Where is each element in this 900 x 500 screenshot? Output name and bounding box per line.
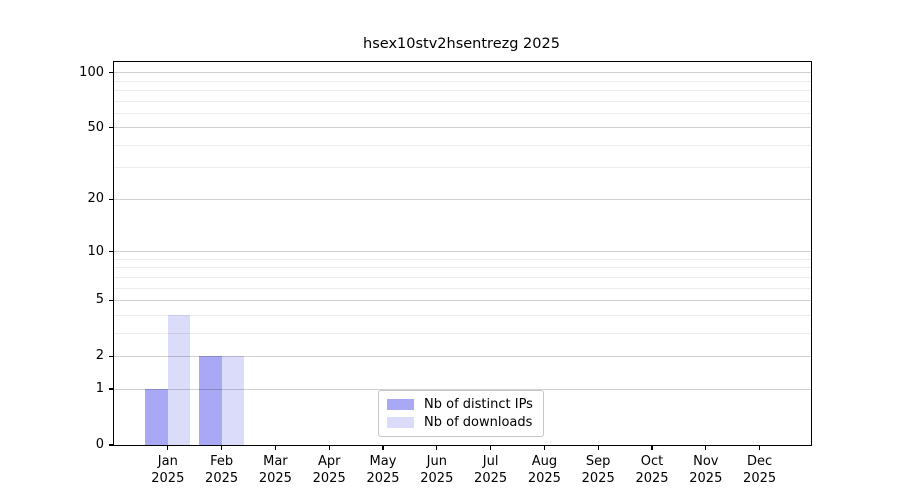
x-axis-tick — [543, 446, 545, 450]
bar-distinct-ips — [199, 356, 222, 445]
plot-area: 0 1 2 5 10 20 50 100 Jan 2025 Feb 2025 Mar 2025 Apr 202… — [79, 61, 812, 486]
x-axis-tick — [436, 446, 438, 450]
gridline-minor — [114, 267, 811, 269]
chart-title: hsex10stv2hsentrezg 2025 — [363, 36, 560, 52]
gridline-minor — [114, 90, 811, 91]
gridline-minor — [114, 332, 811, 334]
x-tick-label: Oct 2025 — [635, 454, 669, 486]
x-axis-tick — [221, 446, 223, 450]
y-tick-label: 20 — [87, 191, 104, 207]
x-tick-label: Dec 2025 — [743, 454, 777, 486]
y-tick-label: 1 — [95, 381, 104, 397]
gridline-minor — [114, 276, 811, 278]
x-tick-label: Aug 2025 — [527, 454, 561, 486]
gridline-minor — [114, 287, 811, 289]
y-tick-label: 5 — [95, 292, 104, 308]
legend-swatch-downloads — [387, 417, 414, 428]
x-tick-label: Sep 2025 — [581, 454, 615, 486]
x-axis-tick — [597, 446, 599, 450]
x-tick-label: Feb 2025 — [205, 454, 239, 486]
x-axis-tick — [167, 446, 169, 450]
legend-label-distinct-ips: Nb of distinct IPs — [424, 396, 533, 412]
legend-swatch-distinct-ips — [387, 399, 414, 410]
x-axis-tick — [651, 446, 653, 450]
legend-entry-distinct-ips: Nb of distinct IPs — [387, 396, 535, 412]
y-tick-label: 50 — [87, 119, 104, 135]
y-axis-tick — [109, 444, 113, 446]
y-tick-label: 10 — [87, 243, 104, 259]
x-tick-label: Mar 2025 — [258, 454, 292, 486]
gridline-minor — [114, 167, 811, 169]
x-tick-label: Jan 2025 — [151, 454, 185, 486]
y-tick-label: 0 — [95, 437, 104, 452]
gridline-minor — [114, 314, 811, 316]
y-axis-tick — [109, 127, 113, 129]
gridline-major — [114, 388, 811, 390]
bar-downloads — [221, 356, 244, 445]
gridline-major — [114, 72, 811, 74]
gridline-major — [114, 198, 811, 200]
legend-entry-downloads: Nb of downloads — [387, 414, 535, 430]
gridline-major — [114, 299, 811, 301]
x-axis-tick — [382, 446, 384, 450]
y-axis-tick — [109, 299, 113, 302]
gridline-major — [114, 251, 811, 253]
gridline-minor — [114, 100, 811, 102]
x-axis-tick — [490, 446, 492, 450]
gridline-minor — [114, 144, 811, 146]
y-axis-tick — [109, 250, 113, 253]
y-tick-label: 2 — [95, 348, 104, 364]
gridline-minor — [114, 112, 811, 114]
bar-distinct-ips — [145, 389, 168, 445]
y-axis-tick — [109, 72, 113, 74]
gridline-minor — [114, 258, 811, 260]
gridline-minor — [114, 80, 811, 82]
legend: Nb of distinct IPs Nb of downloads — [378, 390, 544, 437]
x-tick-label: Apr 2025 — [312, 454, 346, 486]
y-axis-tick — [109, 198, 113, 200]
x-axis-tick — [705, 446, 707, 450]
gridline-major — [114, 127, 811, 129]
gridline-major — [114, 355, 811, 357]
x-axis-tick — [328, 446, 330, 450]
y-axis-tick — [109, 388, 113, 390]
x-tick-label: Jun 2025 — [420, 454, 454, 486]
x-axis-tick — [759, 446, 761, 450]
bar-downloads — [167, 315, 191, 445]
y-axis-tick — [109, 355, 113, 357]
x-axis-tick — [274, 446, 276, 450]
y-tick-label: 100 — [79, 64, 104, 80]
x-tick-label: Jul 2025 — [474, 454, 508, 486]
x-tick-label: Nov 2025 — [689, 454, 723, 486]
legend-label-downloads: Nb of downloads — [424, 414, 533, 430]
x-tick-label: May 2025 — [366, 454, 400, 486]
